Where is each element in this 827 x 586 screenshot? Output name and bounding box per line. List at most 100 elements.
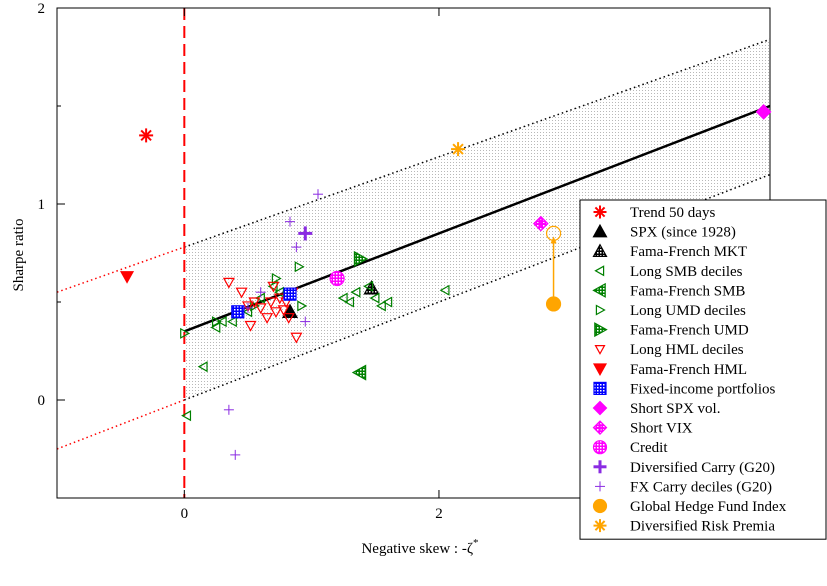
legend-label: SPX (since 1928) — [630, 225, 736, 241]
point-long-smb-deciles — [375, 300, 386, 312]
x-tick-label: 0 — [181, 506, 189, 522]
legend-label: Long SMB deciles — [630, 264, 743, 280]
legend-marker — [594, 345, 606, 355]
legend-label: Credit — [630, 440, 668, 456]
point-fx-carry-deciles-g20- — [223, 404, 234, 415]
point-long-smb-deciles — [382, 296, 393, 308]
legend-label: Fixed-income portfolios — [630, 381, 776, 397]
legend-label: Fama-French HML — [630, 362, 747, 378]
point-long-hml-deciles — [267, 281, 280, 293]
legend-marker — [592, 363, 608, 377]
x-tick-label: 2 — [435, 506, 443, 522]
band-lower-line-left — [56, 399, 185, 450]
legend-label: Long UMD deciles — [630, 303, 746, 319]
band-upper-line-right — [184, 38, 771, 248]
legend-label: Global Hedge Fund Index — [630, 499, 787, 515]
legend-label: Diversified Risk Premia — [630, 519, 775, 535]
point-fx-carry-deciles-g20- — [230, 449, 241, 460]
legend-box — [579, 199, 827, 540]
legend-label: Short SPX vol. — [630, 401, 720, 417]
point-diversified-carry-g20- — [298, 226, 313, 241]
point-fx-carry-deciles-g20- — [242, 302, 253, 313]
legend-label: Diversified Carry (G20) — [630, 460, 775, 476]
point-long-hml-deciles — [244, 320, 257, 332]
point-long-hml-deciles — [254, 303, 267, 315]
point-long-umd-deciles — [180, 327, 191, 339]
legend: Trend 50 days SPX (since 1928) Fama-French… — [579, 199, 827, 540]
point-long-umd-deciles — [271, 272, 282, 284]
legend-label: Trend 50 days — [630, 205, 715, 221]
point-long-hml-deciles — [264, 297, 277, 309]
point-long-hml-deciles — [277, 305, 290, 317]
point-fx-carry-deciles-g20- — [300, 316, 311, 327]
hedge-arrow-target — [545, 225, 562, 241]
point-long-smb-deciles — [337, 292, 348, 304]
point-long-smb-deciles — [267, 280, 278, 292]
legend-marker — [592, 400, 608, 416]
point-long-umd-deciles — [211, 316, 222, 328]
point-long-smb-deciles — [439, 284, 450, 296]
x-axis-label-sup: * — [473, 537, 479, 549]
x-axis-label-main: Negative skew : -ζ — [361, 541, 473, 557]
point-trend-50-days — [139, 128, 154, 143]
band-upper-line-left — [56, 246, 185, 293]
axis-labels: Sharpe ratio Negative skew : -ζ* — [11, 219, 479, 557]
legend-marker — [593, 381, 607, 395]
legend-marker — [593, 205, 607, 219]
point-long-smb-deciles — [363, 280, 374, 292]
legend-marker — [594, 322, 608, 338]
point-fixed-income-portfolios — [231, 305, 245, 319]
legend-marker — [592, 420, 608, 435]
point-long-hml-deciles — [248, 297, 261, 309]
data-points — [120, 104, 772, 460]
point-fama-french-mkt — [363, 280, 380, 295]
legend-label: FX Carry deciles (G20) — [630, 479, 772, 495]
point-fx-carry-deciles-g20- — [255, 287, 266, 298]
point-long-smb-deciles — [226, 316, 237, 328]
point-long-smb-deciles — [210, 321, 221, 333]
point-long-hml-deciles — [261, 313, 274, 324]
point-long-hml-deciles — [222, 277, 235, 289]
point-long-hml-deciles — [269, 307, 283, 319]
legend-marker — [595, 304, 606, 316]
point-fama-french-umd — [353, 250, 369, 267]
point-fama-french-smb — [351, 364, 367, 381]
legend-marker — [592, 282, 606, 298]
point-long-smb-deciles — [369, 292, 380, 304]
legend-label: Fama-French MKT — [630, 244, 747, 260]
legend-marker — [592, 498, 608, 514]
legend-marker — [592, 223, 608, 238]
point-long-hml-deciles — [235, 287, 248, 299]
point-fixed-income-portfolios — [283, 287, 297, 301]
point-long-umd-deciles — [294, 261, 305, 273]
point-global-hedge-fund-index — [545, 296, 562, 312]
point-long-smb-deciles — [197, 361, 208, 373]
point-diversified-risk-premia — [451, 142, 466, 157]
legend-marker — [592, 243, 608, 257]
y-axis-label: Sharpe ratio — [11, 219, 27, 292]
point-long-smb-deciles — [350, 286, 361, 298]
point-long-smb-deciles — [181, 410, 192, 422]
point-short-spx-vol- — [755, 104, 772, 120]
point-long-hml-deciles — [282, 313, 295, 324]
point-fx-carry-deciles-g20- — [313, 189, 324, 200]
legend-label: Fama-French SMB — [630, 283, 745, 299]
legend-label: Short VIX — [630, 421, 693, 437]
legend-marker — [595, 481, 605, 492]
legend-label: Fama-French UMD — [630, 323, 749, 339]
point-short-vix — [532, 215, 549, 232]
y-tick-label: 2 — [38, 1, 46, 17]
point-credit — [329, 270, 345, 287]
legend-marker — [594, 265, 605, 277]
x-axis-label: Negative skew : -ζ* — [361, 537, 478, 557]
point-long-smb-deciles — [344, 296, 355, 308]
point-fama-french-hml — [120, 271, 135, 284]
point-fx-carry-deciles-g20- — [284, 216, 295, 227]
legend-label: Long HML deciles — [630, 342, 744, 358]
legend-marker — [592, 440, 608, 455]
point-fx-carry-deciles-g20- — [291, 242, 302, 253]
point-long-hml-deciles — [290, 332, 303, 344]
y-tick-label: 1 — [38, 197, 46, 213]
y-tick-label: 0 — [38, 393, 46, 409]
